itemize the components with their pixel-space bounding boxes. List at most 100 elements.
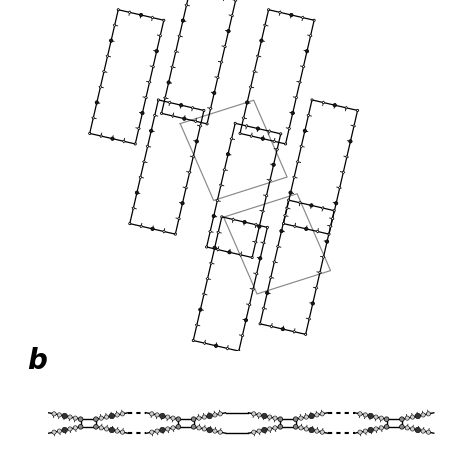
- Circle shape: [132, 207, 135, 209]
- Circle shape: [99, 426, 103, 430]
- Circle shape: [405, 426, 410, 430]
- Circle shape: [320, 430, 324, 434]
- Circle shape: [109, 427, 115, 433]
- Circle shape: [255, 224, 257, 226]
- Circle shape: [73, 416, 77, 420]
- Circle shape: [159, 35, 161, 37]
- Circle shape: [89, 132, 91, 135]
- Circle shape: [199, 125, 201, 127]
- Circle shape: [224, 46, 226, 48]
- Circle shape: [305, 49, 309, 53]
- Circle shape: [250, 86, 252, 88]
- Circle shape: [104, 415, 109, 419]
- Circle shape: [111, 137, 114, 140]
- Circle shape: [210, 262, 212, 264]
- Circle shape: [239, 132, 241, 135]
- Circle shape: [62, 427, 67, 433]
- Circle shape: [181, 201, 184, 205]
- Circle shape: [421, 413, 425, 417]
- Circle shape: [426, 430, 430, 434]
- Circle shape: [93, 425, 98, 429]
- Circle shape: [171, 426, 175, 430]
- Circle shape: [167, 81, 170, 84]
- Circle shape: [227, 347, 228, 349]
- Circle shape: [175, 50, 177, 53]
- Circle shape: [243, 117, 245, 119]
- Circle shape: [160, 413, 165, 419]
- Circle shape: [165, 427, 170, 431]
- Circle shape: [426, 412, 430, 416]
- Circle shape: [252, 288, 254, 290]
- Circle shape: [293, 425, 298, 429]
- Circle shape: [270, 325, 273, 328]
- Circle shape: [302, 65, 304, 68]
- Circle shape: [92, 117, 94, 119]
- Circle shape: [262, 427, 267, 433]
- Circle shape: [78, 417, 83, 421]
- Circle shape: [284, 143, 287, 145]
- Circle shape: [301, 17, 304, 18]
- Circle shape: [268, 415, 272, 419]
- Circle shape: [155, 49, 158, 53]
- Circle shape: [189, 171, 191, 173]
- Circle shape: [265, 195, 267, 197]
- Circle shape: [52, 412, 56, 416]
- Circle shape: [410, 415, 415, 419]
- Circle shape: [335, 201, 338, 205]
- Circle shape: [52, 430, 56, 434]
- Circle shape: [174, 233, 176, 235]
- Circle shape: [299, 416, 303, 420]
- Circle shape: [276, 148, 278, 150]
- Circle shape: [255, 241, 257, 243]
- Circle shape: [191, 107, 193, 109]
- Circle shape: [241, 335, 244, 337]
- Circle shape: [165, 415, 170, 419]
- Circle shape: [315, 287, 318, 289]
- Circle shape: [150, 430, 154, 434]
- Circle shape: [203, 293, 205, 295]
- Circle shape: [288, 199, 290, 201]
- Circle shape: [329, 225, 332, 227]
- Circle shape: [220, 184, 222, 186]
- Circle shape: [107, 55, 109, 57]
- Circle shape: [349, 140, 352, 143]
- Circle shape: [192, 156, 194, 158]
- Circle shape: [299, 426, 303, 430]
- Circle shape: [273, 416, 277, 420]
- Circle shape: [202, 415, 206, 419]
- Circle shape: [117, 9, 119, 11]
- Circle shape: [304, 427, 309, 431]
- Circle shape: [289, 191, 292, 194]
- Circle shape: [103, 71, 105, 73]
- Circle shape: [303, 129, 307, 133]
- Circle shape: [320, 412, 324, 416]
- Circle shape: [291, 111, 294, 115]
- Circle shape: [206, 123, 208, 125]
- Circle shape: [192, 339, 194, 342]
- Circle shape: [331, 218, 334, 220]
- Circle shape: [280, 229, 283, 233]
- Circle shape: [176, 425, 181, 429]
- Circle shape: [304, 415, 309, 419]
- Circle shape: [216, 200, 219, 201]
- Circle shape: [345, 107, 347, 109]
- Circle shape: [150, 412, 154, 416]
- Circle shape: [255, 273, 258, 275]
- Circle shape: [202, 427, 206, 431]
- Circle shape: [109, 39, 113, 42]
- Circle shape: [251, 256, 253, 259]
- Circle shape: [73, 426, 77, 430]
- Circle shape: [238, 350, 240, 352]
- Circle shape: [57, 429, 62, 433]
- Circle shape: [134, 143, 137, 145]
- Circle shape: [129, 223, 131, 225]
- Circle shape: [181, 19, 184, 22]
- Circle shape: [262, 413, 267, 419]
- Circle shape: [140, 225, 142, 228]
- Circle shape: [93, 417, 98, 421]
- Circle shape: [178, 218, 180, 220]
- Circle shape: [171, 416, 175, 420]
- Circle shape: [234, 122, 236, 124]
- Circle shape: [68, 415, 72, 419]
- Circle shape: [185, 187, 187, 189]
